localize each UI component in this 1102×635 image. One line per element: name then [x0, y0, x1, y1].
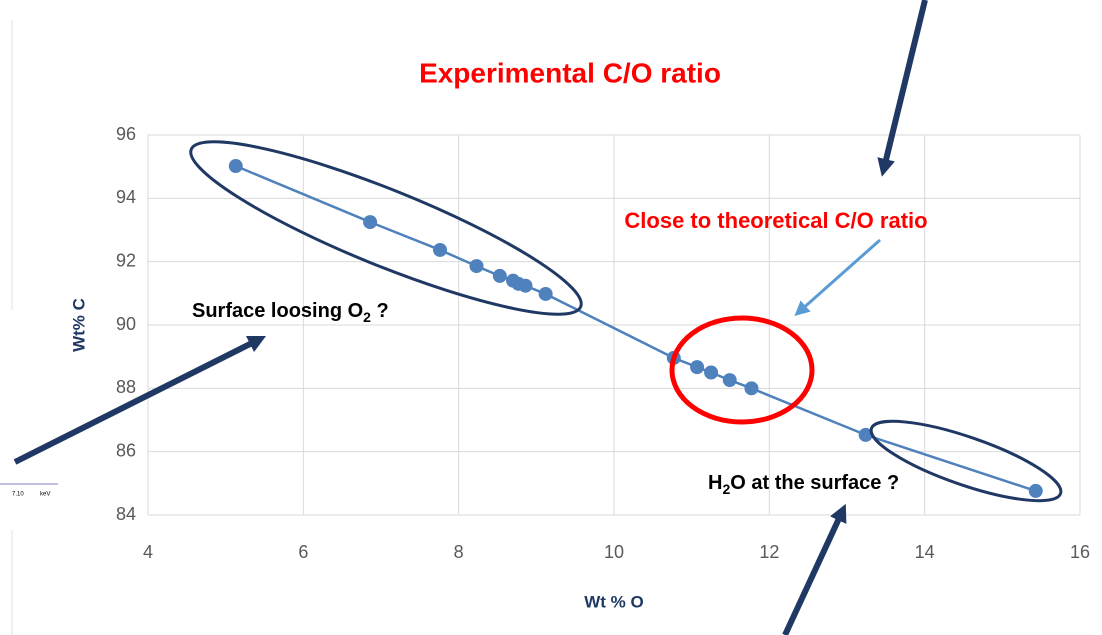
arrow: [794, 238, 881, 316]
point: [228, 159, 243, 174]
point: [1028, 483, 1043, 498]
x-tick-label: 12: [759, 542, 779, 562]
annotation: Surface loosing O2 ?: [192, 300, 389, 324]
point: [704, 365, 719, 380]
x-tick-label: 6: [298, 542, 308, 562]
arrow: [877, 0, 928, 177]
annotation: Close to theoretical C/O ratio: [624, 208, 927, 233]
x-tick-label: 4: [143, 542, 153, 562]
point: [690, 360, 705, 375]
y-tick-label: 86: [116, 440, 136, 460]
fragment: 7.10: [12, 492, 24, 498]
x-tick-label: 10: [604, 542, 624, 562]
y-tick-label: 90: [116, 314, 136, 334]
y-tick-label: 94: [116, 187, 136, 207]
ellipse: [869, 419, 1063, 503]
point: [433, 242, 448, 257]
chart-title: Experimental C/O ratio: [419, 57, 721, 88]
ellipse: [189, 140, 583, 316]
y-tick-label: 84: [116, 504, 136, 524]
point: [744, 381, 759, 396]
point: [858, 427, 873, 442]
y-tick-label: 88: [116, 377, 136, 397]
y-tick-label: 92: [116, 250, 136, 270]
y-axis-label: Wt% C: [69, 298, 88, 352]
x-tick-label: 8: [454, 542, 464, 562]
x-axis-label: Wt % O: [584, 592, 644, 611]
trend-line: [235, 164, 1037, 493]
y-tick-label: 96: [116, 124, 136, 144]
point: [363, 215, 378, 230]
x-tick-label: 16: [1070, 542, 1090, 562]
x-tick-label: 14: [915, 542, 935, 562]
annotation: H2O at the surface ?: [708, 472, 899, 496]
fragment: keV: [40, 492, 50, 498]
point: [469, 259, 484, 274]
arrow: [782, 503, 847, 635]
circle: [669, 315, 815, 425]
point: [722, 373, 737, 388]
point: [492, 268, 507, 283]
point: [518, 278, 533, 293]
point: [538, 286, 553, 301]
arrow: [13, 335, 267, 465]
